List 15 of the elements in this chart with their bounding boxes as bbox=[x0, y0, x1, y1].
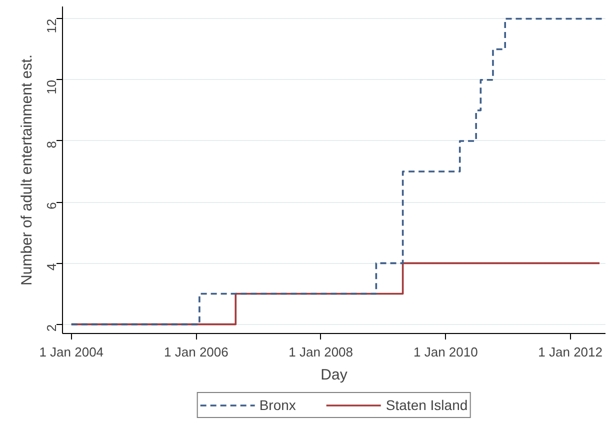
x-tick-label: 1 Jan 2010 bbox=[414, 344, 478, 360]
y-axis-title: Number of adult entertainment est. bbox=[18, 54, 36, 286]
y-tick-label: 4 bbox=[44, 263, 59, 270]
x-axis-title: Day bbox=[320, 366, 348, 384]
x-tick-label: 1 Jan 2012 bbox=[538, 344, 602, 360]
y-tick-label: 12 bbox=[44, 18, 59, 34]
y-tick-label: 2 bbox=[44, 324, 59, 332]
y-tick-label: 10 bbox=[44, 80, 59, 94]
x-tick-label: 1 Jan 2006 bbox=[164, 344, 228, 360]
legend-label: Bronx bbox=[259, 397, 296, 413]
x-tick-label: 1 Jan 2004 bbox=[39, 344, 104, 360]
y-tick-label: 6 bbox=[44, 202, 59, 210]
x-tick-label: 1 Jan 2008 bbox=[288, 344, 354, 360]
legend-label: Staten Island bbox=[386, 397, 468, 413]
y-tick-label: 8 bbox=[44, 140, 59, 148]
